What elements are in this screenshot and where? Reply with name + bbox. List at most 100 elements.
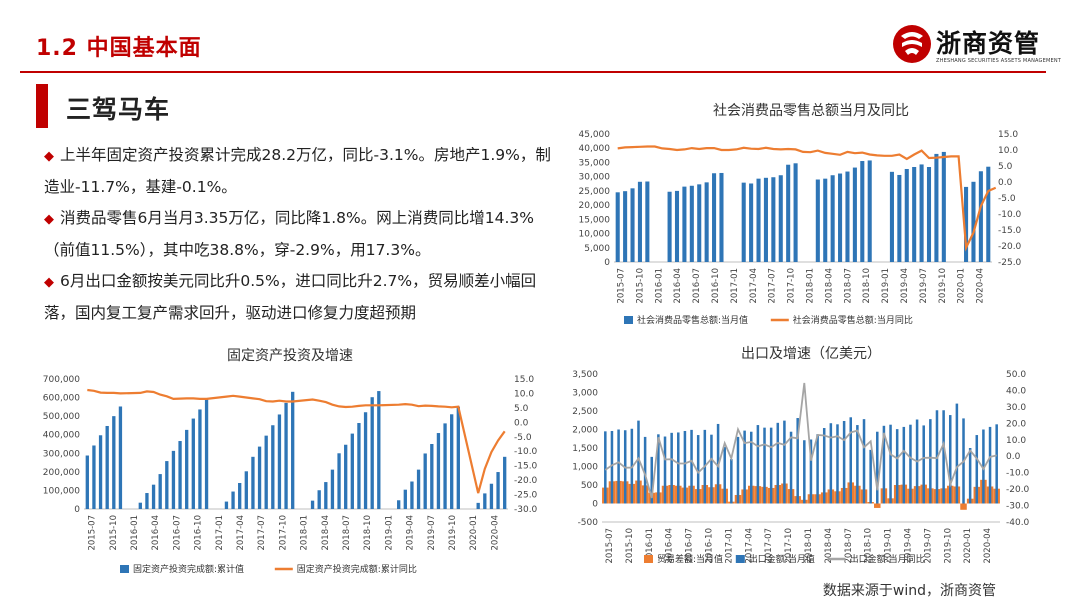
x-axis-tick-label: 2018-01 [805,268,815,304]
chart-bar [948,415,952,504]
chart-bar [789,431,793,504]
chart-bar [330,469,335,509]
x-axis-tick-label: 2017-01 [215,515,225,551]
chart-bar [934,153,939,262]
left-axis-tick-label: 5,000 [584,244,610,254]
chart-bar [889,424,892,504]
right-axis-tick-label: 5.0 [514,404,529,414]
chart-bar [98,435,103,509]
x-axis-tick-label: 2020-01 [957,268,967,304]
chart-bar [118,406,123,509]
right-axis-tick-label: -30.0 [1006,502,1030,512]
chart-bar [842,420,846,504]
chart-bar [756,178,761,262]
x-axis-tick-label: 2015-10 [109,515,119,551]
x-axis-tick-label: 2016-04 [151,515,161,551]
x-axis-tick-label: 2020-04 [490,515,500,551]
chart-bar [895,429,899,504]
chart-bar [198,409,202,509]
left-axis-tick-label: 2,500 [572,407,598,417]
chart-bar [657,434,660,504]
chart-bar [995,424,998,504]
legend-label: 社会消费品零售总额:当月同比 [793,314,913,326]
diamond-bullet-icon: ◆ [44,212,54,227]
x-axis-tick-label: 2018-04 [824,528,834,564]
chart-bar [683,430,687,504]
chart-bar [650,456,654,504]
x-axis-tick-label: 2019-07 [923,528,933,564]
chart-bar [710,434,713,504]
chart-series-line [604,382,997,499]
chart-bar [284,402,288,509]
chart-bar [112,416,116,509]
left-axis-tick-label: 1,500 [572,444,598,454]
x-axis-tick-label: 2015-10 [635,268,645,304]
x-axis-tick-label: 2017-10 [784,528,794,564]
x-axis-tick-label: 2018-10 [862,268,872,304]
right-axis-tick-label: -10.0 [514,447,538,457]
chart-bar [224,501,229,509]
chart-bar [337,453,341,509]
retail-chart-title: 社会消费品零售总额当月及同比 [713,103,909,119]
chart-bar [615,192,620,262]
chart-bar [904,168,909,262]
exports-chart: -500 0 500 1,000 1,500 2,000 2,500 3,000 3,500 -4… [572,370,1030,565]
chart-bar [869,449,872,504]
chart-bar [849,417,853,504]
x-axis-tick-label: 2016-07 [692,268,702,304]
x-axis-tick-label: 2019-04 [406,515,416,551]
left-axis-tick-label: -500 [578,518,599,528]
chart-bar [138,502,142,509]
chart-bar [756,425,760,504]
chart-bar [876,431,879,504]
chart-bar [793,163,798,262]
chart-bar [436,433,441,509]
x-axis-tick-label: 2016-04 [665,528,675,564]
chart-bar [604,431,607,504]
x-axis-tick-label: 2016-10 [704,528,714,564]
chart-bar [776,422,780,504]
right-axis-tick-label: 0.0 [1006,452,1021,462]
chart-bar [836,424,839,504]
chart-bar [730,459,733,504]
left-axis-tick-label: 200,000 [43,468,80,478]
fai-chart-title: 固定资产投资及增速 [227,348,353,364]
x-axis-tick-label: 2016-10 [194,515,204,551]
x-axis-tick-label: 2017-04 [744,528,754,564]
chart-bar [645,181,650,262]
chart-bar [889,171,894,262]
left-axis-tick-label: 0 [604,258,610,268]
x-axis-tick-label: 2017-07 [257,515,267,551]
chart-bar [786,164,791,262]
chart-bar [926,166,932,262]
x-axis-tick-label: 2016-07 [685,528,695,564]
chart-bar [324,482,328,509]
chart-bar [971,181,976,262]
chart-bar [151,484,156,509]
right-axis-tick-label: -25.0 [514,491,538,501]
chart-bar [271,425,275,509]
chart-bar [85,455,89,509]
chart-bar [845,171,850,262]
chart-bar [741,182,746,262]
chart-bar [377,391,381,509]
chart-bar [171,450,176,509]
x-axis-tick-label: 2017-07 [764,528,774,564]
chart-bar [909,424,912,504]
chart-bar [922,425,925,504]
section-marker [36,84,48,128]
x-axis-tick-label: 2020-04 [976,268,986,304]
chart-bar [867,160,872,262]
x-axis-tick-label: 2019-04 [903,528,913,564]
chart-bar [823,178,828,262]
right-axis-tick-label: 15.0 [514,375,534,385]
chart-bar [443,423,447,509]
left-axis-tick-label: 0 [74,505,80,515]
chart-series-line [87,388,506,494]
right-axis-tick-label: -20.0 [998,242,1022,252]
x-axis-tick-label: 2018-01 [804,528,814,564]
bullet-text: 上半年固定资产投资累计完成28.2万亿，同比-3.1%。房地产1.9%，制造业-… [44,146,551,196]
chart-bar [251,456,255,509]
left-axis-tick-label: 2,000 [572,426,598,436]
right-axis-tick-label: -20.0 [1006,485,1030,495]
